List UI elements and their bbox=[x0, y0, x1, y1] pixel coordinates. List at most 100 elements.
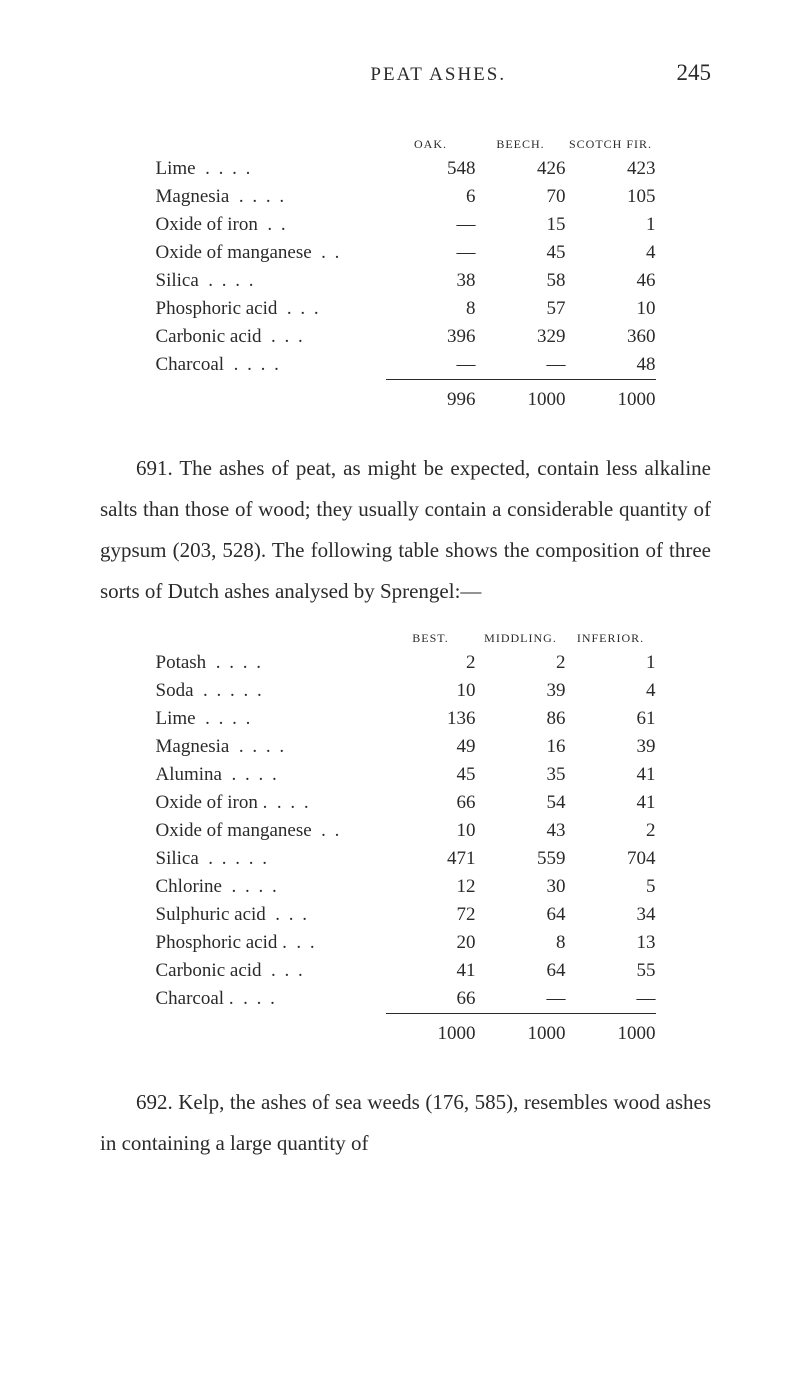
table-row: Magnesia . . . . 49 16 39 bbox=[156, 733, 656, 761]
cell: 10 bbox=[386, 817, 476, 845]
cell: 46 bbox=[566, 267, 656, 295]
leader-dots: . . . . bbox=[239, 186, 286, 207]
total-cell: 1000 bbox=[476, 386, 566, 414]
row-name: Phosphoric acid . bbox=[156, 932, 287, 953]
col-head: SCOTCH FIR. bbox=[566, 134, 656, 155]
leader-dots: . . bbox=[296, 932, 316, 953]
col-head: MIDDLING. bbox=[476, 628, 566, 649]
cell: 30 bbox=[476, 873, 566, 901]
cell: 329 bbox=[476, 323, 566, 351]
ashes-table-2: BEST. MIDDLING. INFERIOR. Potash . . . .… bbox=[156, 628, 656, 1048]
table-row: Magnesia . . . . 6 70 105 bbox=[156, 183, 656, 211]
cell: 8 bbox=[386, 295, 476, 323]
cell: 10 bbox=[566, 295, 656, 323]
cell: 45 bbox=[476, 239, 566, 267]
cell: — bbox=[386, 351, 476, 380]
cell: 70 bbox=[476, 183, 566, 211]
cell: 35 bbox=[476, 761, 566, 789]
cell: 2 bbox=[566, 817, 656, 845]
table-row: Charcoal . . . . — — 48 bbox=[156, 351, 656, 380]
cell: 48 bbox=[566, 351, 656, 380]
row-name: Carbonic acid bbox=[156, 960, 262, 981]
total-row: 996 1000 1000 bbox=[156, 386, 656, 414]
cell: — bbox=[386, 239, 476, 267]
leader-dots: . . bbox=[321, 242, 341, 263]
paragraph-691: 691. The ashes of peat, as might be expe… bbox=[100, 448, 711, 612]
cell: — bbox=[476, 351, 566, 380]
table-row: Sulphuric acid . . . 72 64 34 bbox=[156, 901, 656, 929]
table-row: Phosphoric acid . . . 8 57 10 bbox=[156, 295, 656, 323]
leader-dots: . . . bbox=[271, 326, 305, 347]
cell: 1 bbox=[566, 211, 656, 239]
table-row: Charcoal . . . . 66 — — bbox=[156, 985, 656, 1014]
cell: 4 bbox=[566, 239, 656, 267]
leader-dots: . . . . . bbox=[203, 680, 264, 701]
total-cell: 1000 bbox=[476, 1020, 566, 1048]
table-row: Carbonic acid . . . 396 329 360 bbox=[156, 323, 656, 351]
row-name: Alumina bbox=[156, 764, 223, 785]
total-row: 1000 1000 1000 bbox=[156, 1020, 656, 1048]
total-cell: 1000 bbox=[566, 386, 656, 414]
cell: 4 bbox=[566, 677, 656, 705]
row-name: Charcoal bbox=[156, 354, 225, 375]
cell: 8 bbox=[476, 929, 566, 957]
cell: 57 bbox=[476, 295, 566, 323]
col-head: BEST. bbox=[386, 628, 476, 649]
cell: 559 bbox=[476, 845, 566, 873]
cell: 41 bbox=[566, 761, 656, 789]
table-row: Chlorine . . . . 12 30 5 bbox=[156, 873, 656, 901]
cell: 72 bbox=[386, 901, 476, 929]
table-row: Silica . . . . 38 58 46 bbox=[156, 267, 656, 295]
cell: 34 bbox=[566, 901, 656, 929]
cell: 5 bbox=[566, 873, 656, 901]
col-head: BEECH. bbox=[476, 134, 566, 155]
leader-dots: . . . . bbox=[205, 708, 252, 729]
cell: 105 bbox=[566, 183, 656, 211]
leader-dots: . . . bbox=[287, 298, 321, 319]
leader-dots: . . . . . bbox=[208, 848, 269, 869]
table-row: Potash . . . . 2 2 1 bbox=[156, 649, 656, 677]
cell: 12 bbox=[386, 873, 476, 901]
cell: 39 bbox=[476, 677, 566, 705]
table-row: Soda . . . . . 10 39 4 bbox=[156, 677, 656, 705]
cell: 15 bbox=[476, 211, 566, 239]
cell: 360 bbox=[566, 323, 656, 351]
cell: 548 bbox=[386, 155, 476, 183]
row-name: Potash bbox=[156, 652, 207, 673]
row-name: Oxide of iron bbox=[156, 214, 258, 235]
leader-dots: . . . . bbox=[232, 876, 279, 897]
row-name: Magnesia bbox=[156, 736, 230, 757]
cell: 20 bbox=[386, 929, 476, 957]
cell: 66 bbox=[386, 789, 476, 817]
row-name: Soda bbox=[156, 680, 194, 701]
row-name: Lime bbox=[156, 708, 196, 729]
leader-dots: . . . . bbox=[216, 652, 263, 673]
cell: 58 bbox=[476, 267, 566, 295]
table-row: Lime . . . . 548 426 423 bbox=[156, 155, 656, 183]
leader-dots: . . . . bbox=[234, 354, 281, 375]
row-name: Oxide of iron . bbox=[156, 792, 268, 813]
leader-dots: . . . . bbox=[232, 764, 279, 785]
cell: 16 bbox=[476, 733, 566, 761]
cell: 64 bbox=[476, 901, 566, 929]
cell: 38 bbox=[386, 267, 476, 295]
leader-dots: . . bbox=[267, 214, 287, 235]
table-row: Carbonic acid . . . 41 64 55 bbox=[156, 957, 656, 985]
cell: 13 bbox=[566, 929, 656, 957]
row-name: Oxide of manganese bbox=[156, 820, 312, 841]
cell: 426 bbox=[476, 155, 566, 183]
row-name: Carbonic acid bbox=[156, 326, 262, 347]
cell: 10 bbox=[386, 677, 476, 705]
leader-dots: . . . . bbox=[205, 158, 252, 179]
cell: 39 bbox=[566, 733, 656, 761]
paragraph-692: 692. Kelp, the ashes of sea weeds (176, … bbox=[100, 1082, 711, 1164]
row-name: Silica bbox=[156, 848, 199, 869]
cell: 6 bbox=[386, 183, 476, 211]
cell: 704 bbox=[566, 845, 656, 873]
cell: 136 bbox=[386, 705, 476, 733]
table-row: Lime . . . . 136 86 61 bbox=[156, 705, 656, 733]
cell: 43 bbox=[476, 817, 566, 845]
running-head: PEAT ASHES. 245 bbox=[100, 60, 711, 86]
cell: 423 bbox=[566, 155, 656, 183]
cell: 86 bbox=[476, 705, 566, 733]
